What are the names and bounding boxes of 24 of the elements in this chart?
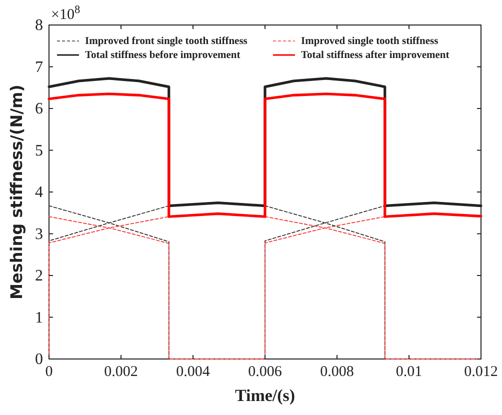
x-tick-label: 0.002 — [104, 364, 138, 380]
y-tick-label: 1 — [35, 309, 43, 326]
y-tick-label: 2 — [35, 268, 43, 284]
x-tick-label: 0.012 — [464, 364, 498, 380]
y-tick-label: 7 — [35, 58, 43, 76]
legend-label: Improved front single tooth stiffness — [85, 36, 248, 47]
x-axis-title: Time/(s) — [234, 386, 296, 405]
legend-label: Total stiffness before improvement — [85, 50, 241, 61]
x-tick-label: 0 — [45, 364, 53, 380]
y-tick-label: 8 — [35, 17, 43, 34]
line-series — [48, 92, 482, 218]
y-axis-title: Meshing stiffness/(N/m) — [7, 84, 26, 300]
text: ×10$^{8}$ — [51, 4, 80, 23]
x-tick-label: 0.004 — [176, 364, 210, 380]
y-tick-label: 4 — [35, 184, 43, 201]
y-tick-label: 3 — [35, 226, 43, 243]
x-tick-label: 0.01 — [396, 364, 422, 380]
y-tick-label: 6 — [35, 100, 43, 118]
legend-label: Total stiffness after improvement — [301, 50, 450, 61]
y-tick-label: 5 — [35, 142, 43, 160]
legend-label: Improved single tooth stiffness — [301, 36, 438, 47]
x-tick-label: 0.008 — [320, 364, 354, 380]
x-tick-label: 0.006 — [248, 364, 282, 380]
y-tick-label: 0 — [35, 351, 43, 368]
